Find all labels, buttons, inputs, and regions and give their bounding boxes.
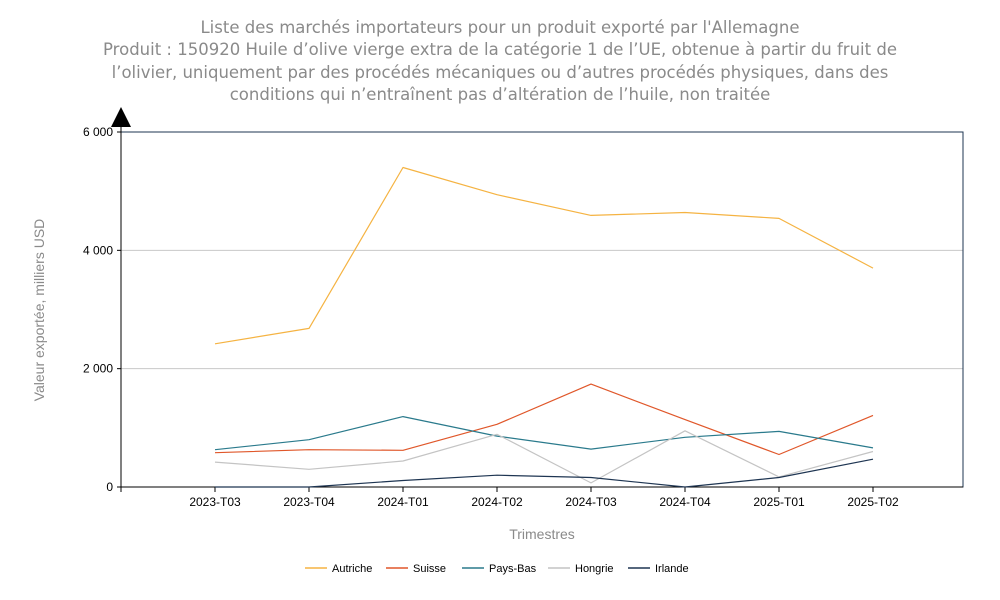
x-tick-label: 2023-T04 (283, 495, 335, 509)
legend-label: Suisse (413, 563, 446, 575)
y-tick-label: 2 000 (83, 362, 113, 376)
series-line-hongrie (214, 430, 874, 484)
legend-item: Irlande (628, 563, 689, 575)
legend: Autriche Suisse Pays-Bas Hongrie Irlande (305, 563, 689, 575)
chart-title-line-1: Liste des marchés importateurs pour un p… (200, 18, 799, 37)
x-tick-label: 2023-T03 (189, 495, 241, 509)
x-tick-label: 2024-T04 (659, 495, 711, 509)
legend-item: Autriche (305, 563, 372, 575)
x-tick-label: 2025-T02 (847, 495, 899, 509)
y-axis-arrow-icon (111, 107, 131, 127)
plot-area-frame (120, 131, 964, 488)
legend-item: Pays-Bas (462, 563, 537, 575)
chart-title-line-2: Produit : 150920 Huile d’olive vierge ex… (103, 40, 897, 59)
legend-label: Hongrie (575, 563, 614, 575)
x-tick-label: 2025-T01 (753, 495, 805, 509)
series-line-autriche (214, 166, 874, 345)
legend-item: Hongrie (548, 563, 614, 575)
legend-label: Pays-Bas (489, 563, 537, 575)
y-tick-label: 4 000 (83, 243, 113, 257)
chart-title-line-4: conditions qui n’entraînent pas d’altéra… (230, 85, 771, 104)
y-tick-label: 6 000 (83, 125, 113, 139)
y-axis-ticks: 0 2 000 4 000 6 000 (83, 125, 121, 494)
x-tick-label: 2024-T03 (565, 495, 617, 509)
series-line-irlande (215, 458, 874, 488)
x-axis-label: Trimestres (509, 526, 575, 542)
x-tick-label: 2024-T02 (471, 495, 523, 509)
chart-title: Liste des marchés importateurs pour un p… (103, 18, 897, 104)
chart-title-line-3: l’olivier, uniquement par des procédés m… (112, 63, 889, 82)
y-tick-label: 0 (106, 480, 113, 494)
legend-label: Autriche (332, 563, 372, 575)
x-axis-ticks: 2023-T03 2023-T04 2024-T01 2024-T02 2024-T03… (120, 487, 899, 509)
series-lines (214, 166, 874, 488)
legend-label: Irlande (655, 563, 689, 575)
y-axis-label: Valeur exportée, milliers USD (31, 219, 47, 402)
x-tick-label: 2024-T01 (377, 495, 429, 509)
series-line-pays-bas (214, 416, 874, 451)
grid-lines (121, 249, 963, 370)
series-line-suisse (214, 383, 874, 456)
legend-item: Suisse (386, 563, 446, 575)
